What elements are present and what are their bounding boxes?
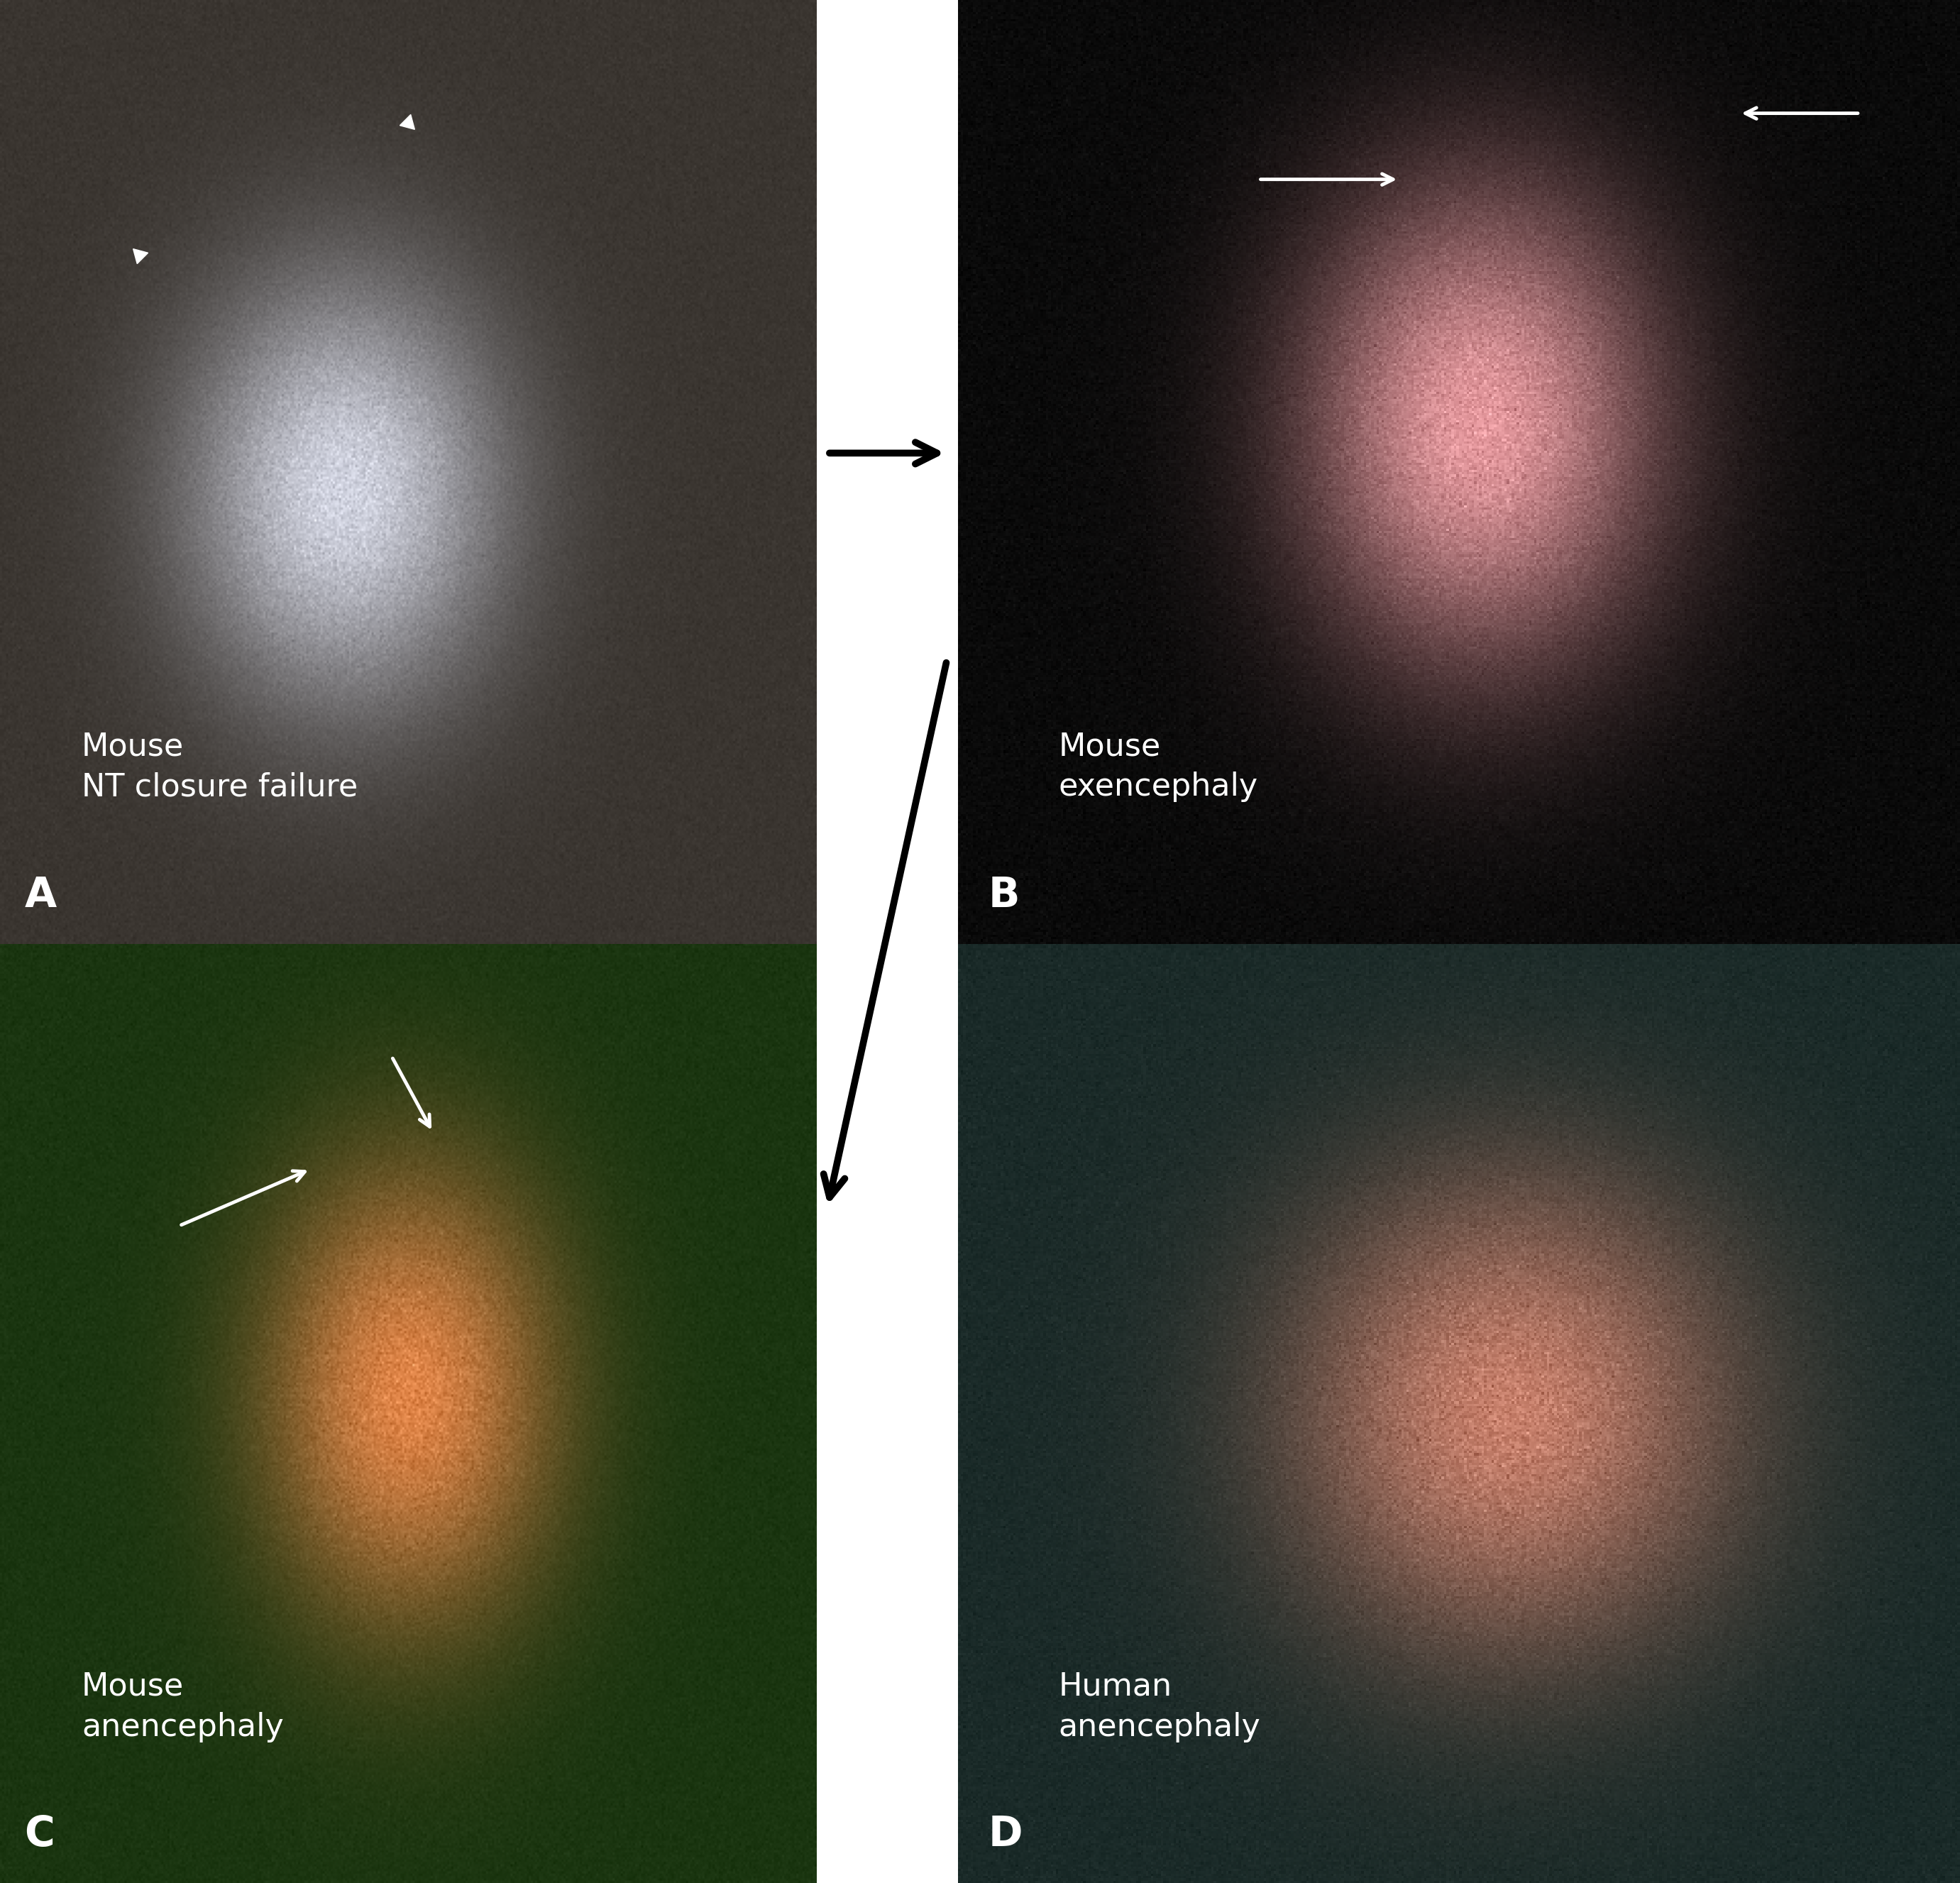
Text: Human
anencephaly: Human anencephaly: [1058, 1672, 1260, 1742]
Text: Mouse
exencephaly: Mouse exencephaly: [1058, 732, 1258, 802]
Text: Mouse
NT closure failure: Mouse NT closure failure: [82, 732, 359, 802]
Text: C: C: [24, 1815, 55, 1855]
Text: B: B: [988, 876, 1019, 915]
Text: D: D: [988, 1815, 1023, 1855]
Text: A: A: [24, 876, 57, 915]
Text: Mouse
anencephaly: Mouse anencephaly: [82, 1672, 284, 1742]
